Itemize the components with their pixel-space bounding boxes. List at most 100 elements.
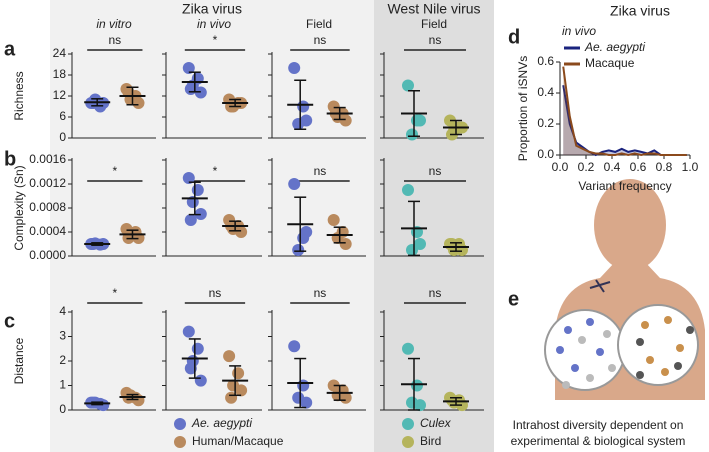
panel-label: a [4, 38, 16, 60]
point [297, 100, 310, 113]
point [406, 128, 418, 141]
y-tick-label: 0.0000 [29, 248, 66, 262]
legend-label: Macaque [585, 56, 635, 70]
legend-swatch [174, 418, 186, 430]
legend-label: Bird [420, 434, 441, 448]
y-axis-label: Distance [12, 337, 26, 384]
significance: ns [429, 164, 442, 178]
illustration [544, 179, 705, 400]
significance: ns [314, 164, 327, 178]
point [182, 325, 195, 338]
significance: * [213, 164, 218, 178]
point [414, 238, 426, 250]
y-tick-label: 2 [59, 353, 66, 367]
point [235, 384, 248, 397]
point [235, 226, 248, 238]
legend-swatch [402, 418, 414, 430]
point [414, 114, 426, 127]
caption: experimental & biological system [511, 434, 686, 448]
y-tick-label: 4 [59, 304, 66, 318]
legend-label: Culex [420, 416, 452, 430]
significance: * [113, 286, 118, 300]
point [184, 214, 197, 226]
significance: ns [429, 286, 442, 300]
point [182, 62, 195, 74]
significance: ns [209, 286, 222, 300]
significance: * [213, 33, 218, 47]
point [288, 62, 301, 74]
y-tick-label: 0.0004 [29, 224, 66, 238]
y-tick-label: 3 [59, 329, 66, 343]
y-tick-label: 1 [59, 378, 66, 392]
point [300, 226, 313, 238]
point [184, 362, 197, 375]
point [194, 374, 207, 387]
point [300, 114, 313, 127]
legend-label: Ae. aegypti [191, 416, 252, 430]
x-tick-label: 0.6 [630, 160, 647, 174]
point [288, 340, 301, 353]
significance: ns [314, 33, 327, 47]
line [562, 66, 687, 157]
panel-label: e [508, 288, 519, 310]
point [292, 244, 305, 256]
y-tick-label: 6 [59, 109, 66, 123]
point [288, 178, 301, 190]
point [456, 244, 468, 256]
point [339, 238, 352, 250]
point [297, 379, 310, 392]
zika-background [50, 0, 374, 452]
point [191, 342, 204, 355]
significance: ns [108, 33, 121, 47]
legend-swatch [402, 436, 414, 448]
point [414, 399, 426, 412]
y-axis-label: Richness [12, 71, 26, 120]
point [327, 214, 340, 226]
y-tick-label: 0.0016 [29, 152, 66, 166]
significance: * [113, 164, 118, 178]
y-tick-label: 0 [59, 130, 66, 144]
header: West Nile virus [387, 1, 480, 17]
point [223, 350, 236, 363]
y-tick-label: 12 [53, 88, 67, 102]
legend-label: Ae. aegypti [584, 40, 645, 54]
point [182, 172, 195, 184]
header: Zika virus [182, 1, 242, 17]
point [232, 367, 245, 380]
title: Zika virus [610, 3, 670, 19]
y-tick-label: 0.6 [537, 54, 554, 68]
y-tick-label: 18 [53, 67, 67, 81]
area [563, 66, 687, 155]
subtitle: in vivo [562, 24, 596, 38]
y-tick-label: 0.0012 [29, 176, 66, 190]
point [411, 379, 423, 392]
area [563, 85, 687, 155]
y-tick-label: 0.4 [537, 85, 554, 99]
y-tick-label: 0 [59, 402, 66, 416]
x-tick-label: 0.4 [604, 160, 621, 174]
point [402, 79, 414, 92]
point [300, 396, 313, 409]
x-tick-label: 0.2 [578, 160, 595, 174]
significance: ns [314, 286, 327, 300]
x-axis-label: Variant frequency [578, 179, 671, 193]
y-tick-label: 0.2 [537, 116, 554, 130]
column-title: in vivo [197, 17, 231, 31]
point [191, 184, 204, 196]
column-title: Field [421, 17, 447, 31]
wnv-background [374, 0, 494, 452]
legend-label: Human/Macaque [192, 434, 284, 448]
point [132, 97, 145, 109]
y-axis-label: Complexity (Sn) [12, 165, 26, 250]
point [339, 114, 352, 127]
significance: ns [429, 33, 442, 47]
point [402, 184, 414, 196]
legend-swatch [174, 436, 186, 448]
y-axis-label: Proportion of iSNVs [516, 56, 530, 161]
panel-label: c [4, 310, 15, 332]
x-tick-label: 1.0 [682, 160, 699, 174]
column-title: Field [306, 17, 332, 31]
panel-label: d [508, 26, 520, 48]
